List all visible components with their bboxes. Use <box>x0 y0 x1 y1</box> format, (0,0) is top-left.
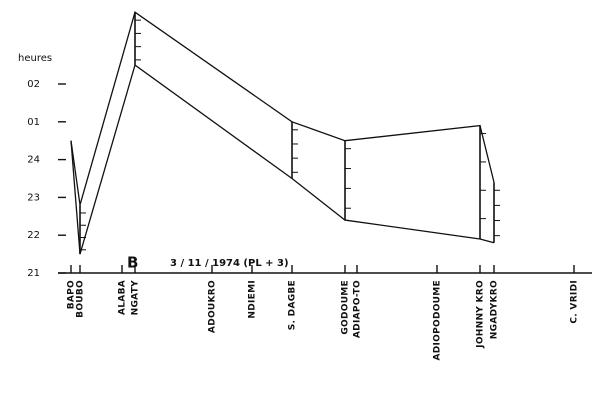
y-axis-label: heures <box>18 53 52 64</box>
x-tick-label: ADIOPODOUME <box>433 280 443 361</box>
y-tick-label: 02 <box>27 79 40 90</box>
x-tick-label: BOUBO <box>76 280 86 318</box>
x-tick-label: NGATY <box>131 280 141 316</box>
y-tick-label: 01 <box>27 117 40 128</box>
y-tick-label: 21 <box>27 268 40 279</box>
y-tick-label: 23 <box>27 192 40 203</box>
x-tick-label: GODOUME <box>341 280 351 335</box>
x-tick-label: C. VRIDI <box>570 280 580 324</box>
x-tick-label: BAPO <box>67 280 77 309</box>
x-tick-label: NDIEMI <box>248 280 258 319</box>
x-tick-label: ADOUKRO <box>208 280 218 333</box>
annotation-date: 3 / 11 / 1974 (PL + 3) <box>170 258 289 269</box>
x-tick-label: S. DAGBE <box>288 280 298 330</box>
y-tick-label: 24 <box>27 155 40 166</box>
x-tick-label: ALABA <box>118 280 128 315</box>
x-tick-label: NGADYKRO <box>490 280 500 339</box>
y-tick-label: 22 <box>27 230 40 241</box>
series-line <box>70 64 495 255</box>
x-tick-label: JOHNNY KRO <box>476 280 486 349</box>
annotation-letter: B <box>127 254 138 272</box>
x-tick-label: ADIAPO-TO <box>353 280 363 338</box>
